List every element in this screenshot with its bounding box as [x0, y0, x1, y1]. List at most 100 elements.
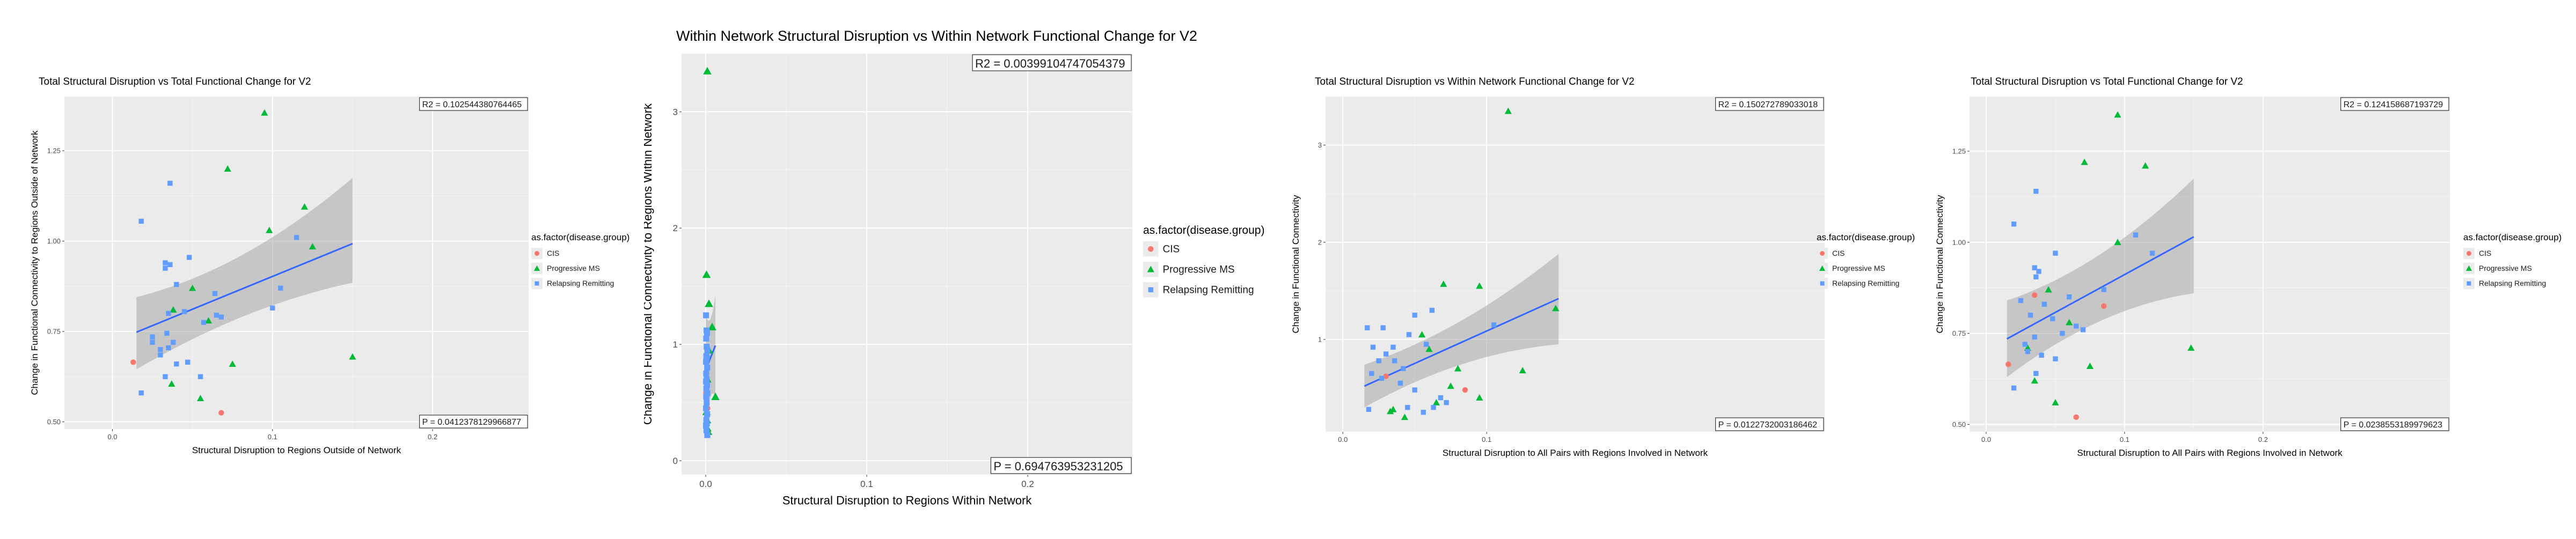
point-relapsing-remitting [703, 386, 709, 392]
point-relapsing-remitting [1405, 405, 1410, 410]
point-relapsing-remitting [2053, 356, 2058, 361]
point-relapsing-remitting [1491, 322, 1497, 328]
point-relapsing-remitting [2073, 323, 2079, 329]
point-relapsing-remitting [1391, 344, 1396, 350]
legend-label-cis: CIS [1163, 244, 1180, 255]
point-progressive-ms [204, 317, 213, 324]
point-relapsing-remitting [270, 305, 275, 311]
point-relapsing-remitting [1412, 387, 1417, 393]
point-progressive-ms [708, 322, 716, 330]
y-tick-label: 1.25 [47, 147, 61, 155]
point-progressive-ms [1519, 367, 1526, 374]
point-relapsing-remitting [704, 329, 710, 336]
y-tick-label: 3 [673, 107, 678, 117]
point-relapsing-remitting [218, 314, 224, 320]
point-relapsing-remitting [150, 339, 155, 345]
point-progressive-ms [1440, 280, 1447, 287]
point-relapsing-remitting [704, 355, 710, 361]
point-progressive-ms [170, 306, 177, 313]
point-relapsing-remitting [1383, 351, 1389, 357]
y-tick-label: 1.00 [1952, 238, 1966, 246]
y-tick-label: 0.75 [47, 328, 61, 336]
r2-label: R2 = 0.124158687193729 [2344, 100, 2443, 109]
x-tick-label: 0.0 [1338, 435, 1348, 444]
confidence-ribbon [136, 178, 353, 370]
point-relapsing-remitting [704, 390, 711, 396]
point-relapsing-remitting [704, 432, 711, 438]
point-relapsing-remitting [2080, 327, 2086, 333]
point-relapsing-remitting [2149, 250, 2155, 256]
scatter-chart-3: 0.0 0.1 1 2 3 R2 = 0.150272789033018 P = 0.012… [1291, 76, 1915, 458]
point-cis [130, 359, 136, 365]
r2-label-box [2340, 97, 2449, 111]
point-relapsing-remitting [703, 312, 709, 319]
legend-label-progressive-ms: Progressive MS [547, 264, 600, 272]
point-progressive-ms [2045, 286, 2052, 293]
chart-panel-3: 0.0 0.1 1 2 3 R2 = 0.150272789033018 P = 0.012… [1288, 0, 1932, 536]
chart-title: Within Network Structural Disruption vs … [676, 28, 1197, 44]
y-tick-label: 1.25 [1952, 147, 1966, 155]
point-progressive-ms [2066, 319, 2073, 326]
y-tick-label: 1.00 [47, 237, 61, 245]
point-progressive-ms [229, 360, 236, 367]
legend-label-progressive-ms: Progressive MS [1832, 264, 1885, 272]
point-progressive-ms [168, 380, 175, 387]
point-relapsing-remitting [158, 347, 163, 352]
point-relapsing-remitting [2018, 298, 2024, 304]
point-progressive-ms [2114, 239, 2121, 246]
point-relapsing-remitting [1365, 325, 1370, 330]
legend-title: as.factor(disease.group) [1817, 232, 1915, 242]
point-relapsing-remitting [2033, 188, 2039, 194]
point-relapsing-remitting [1412, 312, 1417, 318]
point-progressive-ms [261, 109, 268, 116]
legend-label-relapsing-remitting: Relapsing Remitting [2479, 279, 2546, 287]
point-relapsing-remitting [1379, 375, 1385, 381]
point-relapsing-remitting [1380, 325, 1386, 330]
y-tick-label: 1 [1318, 335, 1322, 343]
r2-label: R2 = 0.102544380764465 [422, 100, 522, 109]
legend-label-progressive-ms: Progressive MS [1163, 264, 1235, 276]
y-tick-label: 0.75 [1952, 329, 1966, 337]
legend-key-relapsing-remitting [2467, 281, 2471, 286]
scatter-chart-4: 0.0 0.1 0.2 0.50 0.75 1.00 1.25 R2 = 0.12415868… [1935, 76, 2562, 458]
point-relapsing-remitting [1370, 344, 1376, 350]
point-relapsing-remitting [704, 347, 711, 353]
x-axis-label: Structural Disruption to All Pairs with … [1443, 448, 1708, 458]
point-cis [1462, 387, 1468, 393]
point-relapsing-remitting [1444, 400, 1449, 405]
point-relapsing-remitting [2036, 269, 2041, 274]
legend-key-progressive-ms [1819, 265, 1826, 271]
x-tick-label: 0.1 [2120, 435, 2129, 444]
point-cis [2073, 414, 2079, 420]
point-relapsing-remitting [171, 339, 176, 345]
point-progressive-ms [2187, 344, 2195, 351]
point-progressive-ms [266, 226, 273, 233]
point-progressive-ms [1552, 305, 1560, 312]
point-relapsing-remitting [704, 364, 711, 371]
point-relapsing-remitting [2025, 349, 2031, 355]
point-relapsing-remitting [197, 374, 203, 379]
x-tick-label: 0.1 [860, 479, 873, 489]
point-relapsing-remitting [1397, 380, 1403, 386]
point-progressive-ms [1476, 394, 1483, 401]
legend-label-cis: CIS [547, 249, 559, 257]
point-relapsing-remitting [703, 359, 709, 365]
x-tick-label: 0.1 [268, 433, 277, 441]
p-value-label-box [419, 415, 528, 429]
point-relapsing-remitting [2028, 312, 2033, 318]
x-tick-label: 0.0 [1981, 435, 1991, 444]
point-relapsing-remitting [703, 417, 709, 423]
point-relapsing-remitting [294, 235, 299, 240]
point-relapsing-remitting [2060, 330, 2065, 336]
point-progressive-ms [702, 270, 711, 278]
y-axis-label: Change in Functional Connectivity [1935, 195, 1945, 333]
point-relapsing-remitting [158, 352, 163, 358]
point-progressive-ms [2052, 399, 2059, 405]
point-relapsing-remitting [1423, 342, 1429, 347]
r2-label-box [419, 97, 528, 111]
point-progressive-ms [2081, 158, 2088, 165]
point-relapsing-remitting [1376, 358, 1381, 364]
legend-key-progressive-ms [1147, 265, 1154, 272]
point-relapsing-remitting [703, 378, 709, 385]
point-relapsing-remitting [2067, 294, 2072, 300]
